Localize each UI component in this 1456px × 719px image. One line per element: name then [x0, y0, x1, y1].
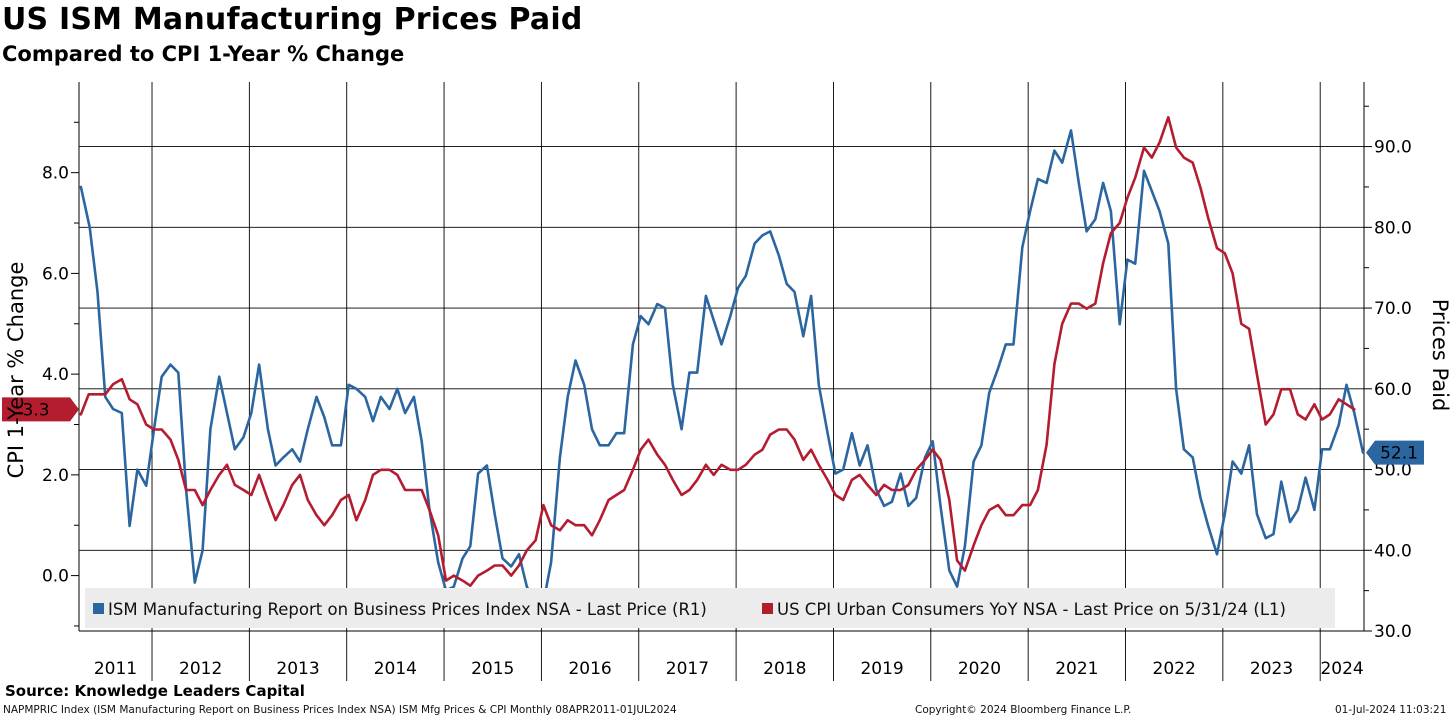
axes: 0.0 2.0 4.0 6.0 8.0 30.0 40.0 50.0 60.0 70.0 80.0 9…	[42, 82, 1412, 681]
grid-lines	[79, 82, 1364, 632]
legend-background	[85, 588, 1335, 628]
right-tick-label: 80.0	[1374, 218, 1412, 238]
ism-last-value-label: 52.1	[1380, 444, 1418, 464]
left-tick-label: 2.0	[42, 466, 69, 486]
legend-swatch-cpi	[762, 603, 773, 614]
cpi-last-value-label: 3.3	[22, 400, 49, 420]
footer-copyright: Copyright© 2024 Bloomberg Finance L.P.	[915, 704, 1132, 716]
left-tick-label: 8.0	[42, 164, 69, 184]
value-labels: 3.3 52.1	[2, 397, 1424, 465]
footer-timestamp: 01-Jul-2024 11:03:21	[1335, 704, 1447, 716]
year-label: 2018	[763, 659, 806, 679]
footer-index-note: NAPMPRIC Index (ISM Manufacturing Report…	[3, 704, 677, 716]
right-tick-label: 90.0	[1374, 138, 1412, 158]
ism-prices-line	[79, 129, 1365, 604]
right-tick-label: 50.0	[1374, 461, 1412, 481]
y-axis-left-title: CPI 1-Year % Change	[4, 262, 28, 479]
year-label: 2015	[471, 659, 514, 679]
year-label: 2012	[179, 659, 222, 679]
cpi-yoy-line	[79, 116, 1356, 587]
right-tick-label: 30.0	[1374, 622, 1412, 642]
chart-title: US ISM Manufacturing Prices Paid	[2, 2, 583, 37]
legend-label-ism: ISM Manufacturing Report on Business Pri…	[108, 600, 707, 619]
year-label: 2022	[1153, 659, 1196, 679]
year-label: 2024	[1320, 659, 1363, 679]
right-tick-label: 40.0	[1374, 541, 1412, 561]
right-tick-label: 70.0	[1374, 299, 1412, 319]
right-tick-label: 60.0	[1374, 380, 1412, 400]
year-label: 2020	[958, 659, 1001, 679]
year-label: 2011	[94, 659, 137, 679]
legend-label-cpi: US CPI Urban Consumers YoY NSA - Last Pr…	[777, 600, 1286, 619]
year-label: 2014	[374, 659, 417, 679]
year-label: 2016	[568, 659, 611, 679]
legend-swatch-ism	[93, 603, 104, 614]
left-tick-label: 6.0	[42, 264, 69, 284]
chart-subtitle: Compared to CPI 1-Year % Change	[2, 42, 405, 66]
y-axis-right-title: Prices Paid	[1428, 299, 1452, 412]
year-label: 2019	[860, 659, 903, 679]
ism-last-value-tag	[1366, 440, 1424, 465]
year-label: 2021	[1055, 659, 1098, 679]
year-label: 2023	[1250, 659, 1293, 679]
series-lines	[79, 116, 1365, 604]
cpi-last-value-tag	[2, 397, 79, 422]
left-tick-label: 4.0	[42, 365, 69, 385]
year-label: 2013	[276, 659, 319, 679]
left-tick-label: 0.0	[42, 567, 69, 587]
legend: ISM Manufacturing Report on Business Pri…	[85, 588, 1335, 628]
year-label: 2017	[666, 659, 709, 679]
source-note: Source: Knowledge Leaders Capital	[5, 682, 305, 700]
